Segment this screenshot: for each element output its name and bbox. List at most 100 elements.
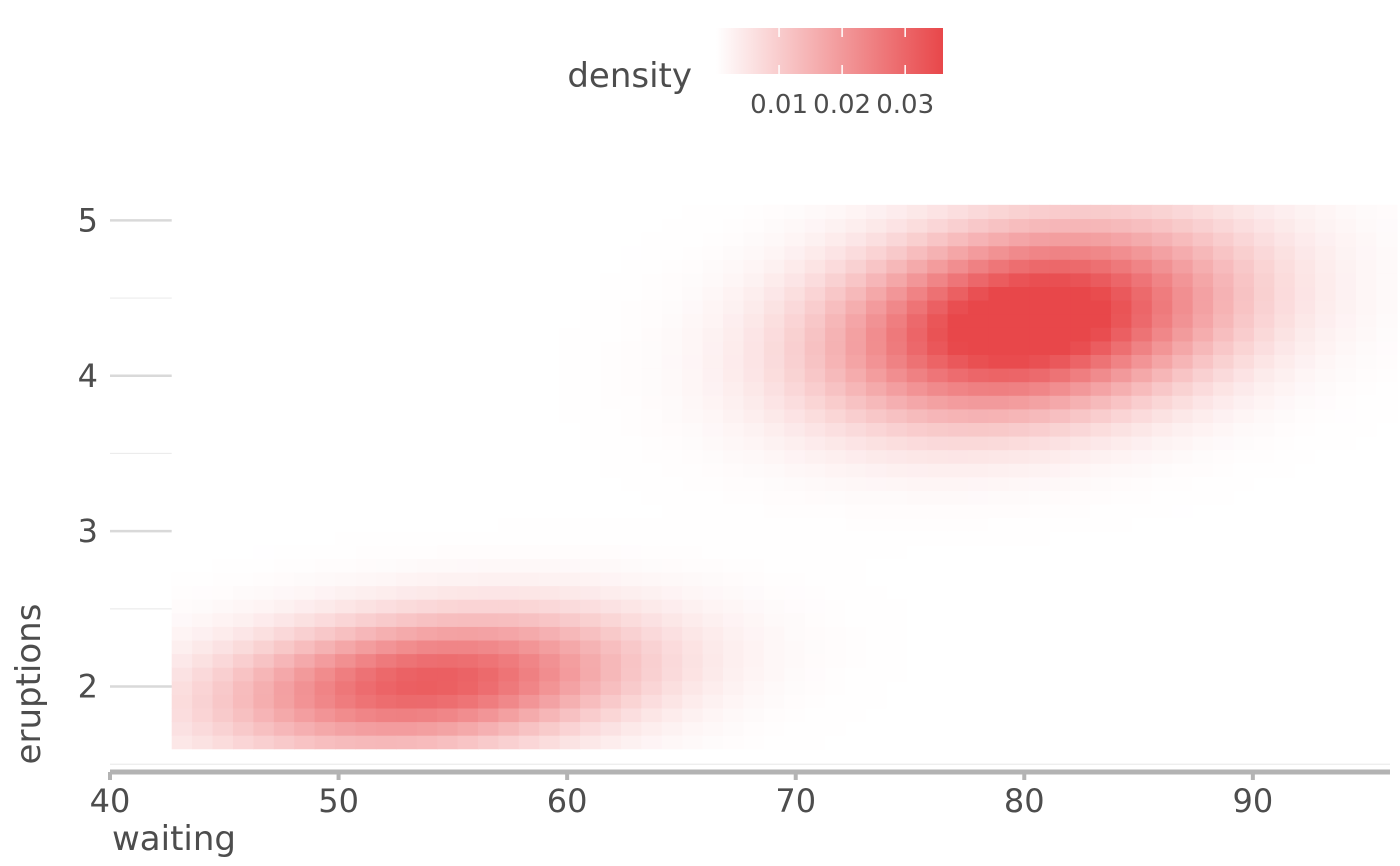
- density-tile: [947, 544, 969, 559]
- density-tile: [968, 735, 990, 750]
- density-tile: [1356, 517, 1378, 532]
- density-tile: [1233, 463, 1255, 478]
- density-tile: [1294, 313, 1316, 328]
- density-tile: [886, 354, 908, 369]
- density-tile: [1192, 490, 1214, 505]
- density-tile: [1335, 694, 1357, 709]
- density-tile: [600, 286, 622, 301]
- density-tile: [559, 517, 581, 532]
- density-tile: [1376, 422, 1398, 437]
- density-tile: [212, 490, 234, 505]
- density-tile: [743, 707, 765, 723]
- density-tile: [886, 503, 908, 519]
- density-tile: [804, 639, 826, 655]
- density-tile: [1172, 422, 1194, 437]
- density-tile: [661, 435, 683, 451]
- density-tile: [763, 639, 785, 655]
- density-tile: [825, 368, 847, 383]
- density-tile: [1335, 639, 1357, 655]
- density-tile: [375, 558, 397, 573]
- density-tile: [1376, 218, 1398, 233]
- density-tile: [212, 721, 234, 736]
- density-tile: [1253, 272, 1275, 288]
- density-tile: [1070, 667, 1092, 682]
- density-tile: [1376, 272, 1398, 288]
- density-tile: [580, 259, 602, 274]
- density-tile: [232, 272, 254, 288]
- density-tile: [661, 707, 683, 723]
- density-tile: [865, 721, 887, 736]
- density-tile: [1172, 395, 1194, 410]
- density-tile: [968, 476, 990, 491]
- density-tile: [1376, 571, 1398, 587]
- density-tile: [1192, 503, 1214, 519]
- density-tile: [1070, 435, 1092, 451]
- density-tile: [212, 408, 234, 423]
- density-tile: [763, 558, 785, 573]
- density-tile: [273, 381, 295, 396]
- density-tile: [253, 340, 275, 356]
- density-tile: [192, 259, 214, 274]
- density-tile: [539, 639, 561, 655]
- density-tile: [1070, 476, 1092, 491]
- density-tile: [580, 653, 602, 668]
- density-tile: [1294, 381, 1316, 396]
- density-tile: [1233, 300, 1255, 315]
- density-tile: [784, 354, 806, 369]
- density-tile: [498, 449, 520, 464]
- density-tile: [1151, 395, 1173, 410]
- density-tile: [498, 300, 520, 315]
- density-tile: [1029, 490, 1051, 505]
- density-tile: [620, 313, 642, 328]
- density-tile: [1192, 463, 1214, 478]
- density-tile: [947, 449, 969, 464]
- density-tile: [1315, 585, 1337, 600]
- density-tile: [784, 232, 806, 247]
- density-tile: [375, 354, 397, 369]
- density-tile: [539, 313, 561, 328]
- density-tile: [743, 327, 765, 342]
- density-tile: [1233, 449, 1255, 464]
- density-tile: [192, 544, 214, 559]
- density-tile: [1274, 476, 1296, 491]
- density-tile: [1376, 449, 1398, 464]
- density-tile: [1335, 340, 1357, 356]
- density-tile: [1131, 463, 1153, 478]
- density-tile: [1070, 272, 1092, 288]
- density-tile: [661, 204, 683, 220]
- density-tile: [804, 354, 826, 369]
- density-tile: [559, 286, 581, 301]
- density-tile: [1049, 558, 1071, 573]
- density-tile: [600, 340, 622, 356]
- density-tile: [886, 707, 908, 723]
- density-tile: [457, 286, 479, 301]
- density-tile: [1253, 408, 1275, 423]
- density-tile: [804, 544, 826, 559]
- density-tile: [620, 735, 642, 750]
- density-tile: [294, 245, 316, 260]
- density-tile: [845, 218, 867, 233]
- density-tile: [1192, 667, 1214, 682]
- density-tile: [1151, 435, 1173, 451]
- density-tile: [845, 340, 867, 356]
- density-tile: [335, 259, 357, 274]
- density-tile: [1172, 735, 1194, 750]
- density-tile: [763, 300, 785, 315]
- density-tile: [723, 313, 745, 328]
- density-tile: [518, 544, 540, 559]
- density-tile: [396, 286, 418, 301]
- density-tile: [396, 395, 418, 410]
- density-tile: [641, 259, 663, 274]
- density-tile: [498, 204, 520, 220]
- density-tile: [763, 599, 785, 614]
- density-tile: [702, 735, 724, 750]
- density-tile: [641, 449, 663, 464]
- density-tile: [600, 490, 622, 505]
- density-tile: [804, 232, 826, 247]
- density-tile: [845, 735, 867, 750]
- density-tile: [478, 544, 500, 559]
- density-tile: [1131, 381, 1153, 396]
- density-tile: [743, 544, 765, 559]
- density-tile: [498, 653, 520, 668]
